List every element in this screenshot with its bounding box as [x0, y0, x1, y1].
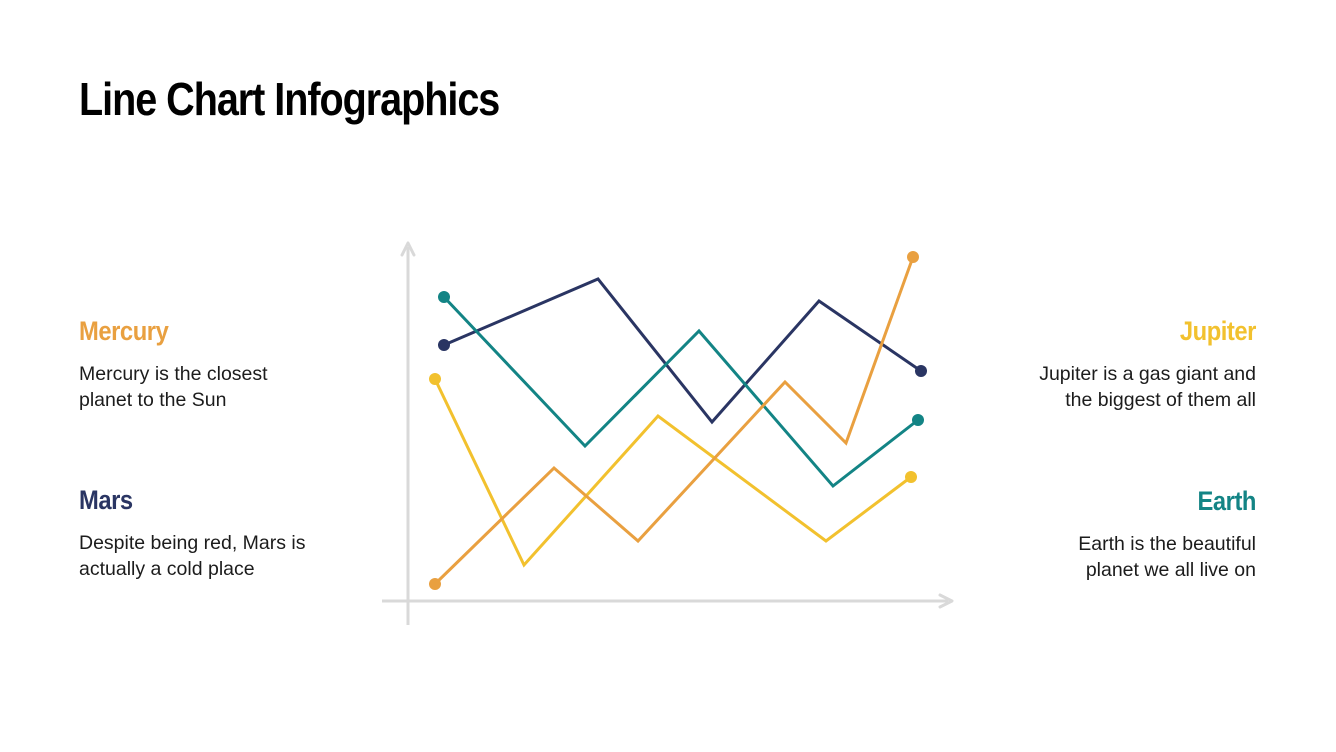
description-line: the biggest of them all [1065, 389, 1256, 411]
chart-series [429, 251, 927, 590]
chart-axes [382, 241, 954, 625]
y-axis-arrow-icon [400, 241, 416, 257]
series-description-earth: Earth is the beautiful planet we all liv… [956, 531, 1256, 583]
series-description-mars: Despite being red, Mars is actually a co… [79, 530, 379, 582]
description-line: actually a cold place [79, 558, 255, 580]
legend-block-mars: Mars Despite being red, Mars is actually… [79, 485, 379, 582]
description-line: Mercury is the closest [79, 363, 268, 385]
series-line-jupiter [433, 377, 913, 568]
series-description-jupiter: Jupiter is a gas giant and the biggest o… [956, 361, 1256, 413]
page-title: Line Chart Infographics [79, 73, 500, 125]
description-line: Jupiter is a gas giant and [1039, 363, 1256, 385]
series-name-mercury: Mercury [79, 316, 169, 346]
series-line-earth [442, 295, 920, 489]
data-point-marker-earth-end [912, 414, 924, 426]
data-point-marker-jupiter-start [429, 373, 441, 385]
series-name-jupiter: Jupiter [1179, 316, 1257, 346]
description-line: planet we all live on [1085, 559, 1256, 581]
x-axis-arrow-icon [938, 593, 954, 609]
series-description-mercury: Mercury is the closest planet to the Sun [79, 361, 379, 413]
series-name-mars: Mars [79, 485, 133, 515]
data-point-marker-mercury-start [429, 578, 441, 590]
series-line-mars [442, 277, 923, 425]
description-line: Despite being red, Mars is [79, 532, 306, 554]
data-point-marker-jupiter-end [905, 471, 917, 483]
data-point-marker-mars-start [438, 339, 450, 351]
series-line-mercury [433, 255, 915, 586]
legend-block-jupiter: Jupiter Jupiter is a gas giant and the b… [956, 316, 1256, 413]
data-point-marker-earth-start [438, 291, 450, 303]
legend-block-mercury: Mercury Mercury is the closest planet to… [79, 316, 379, 413]
data-point-marker-mercury-end [907, 251, 919, 263]
description-line: Earth is the beautiful [1078, 533, 1256, 555]
description-line: planet to the Sun [79, 389, 227, 411]
series-name-earth: Earth [1197, 486, 1256, 516]
data-point-marker-mars-end [915, 365, 927, 377]
legend-block-earth: Earth Earth is the beautiful planet we a… [956, 486, 1256, 583]
